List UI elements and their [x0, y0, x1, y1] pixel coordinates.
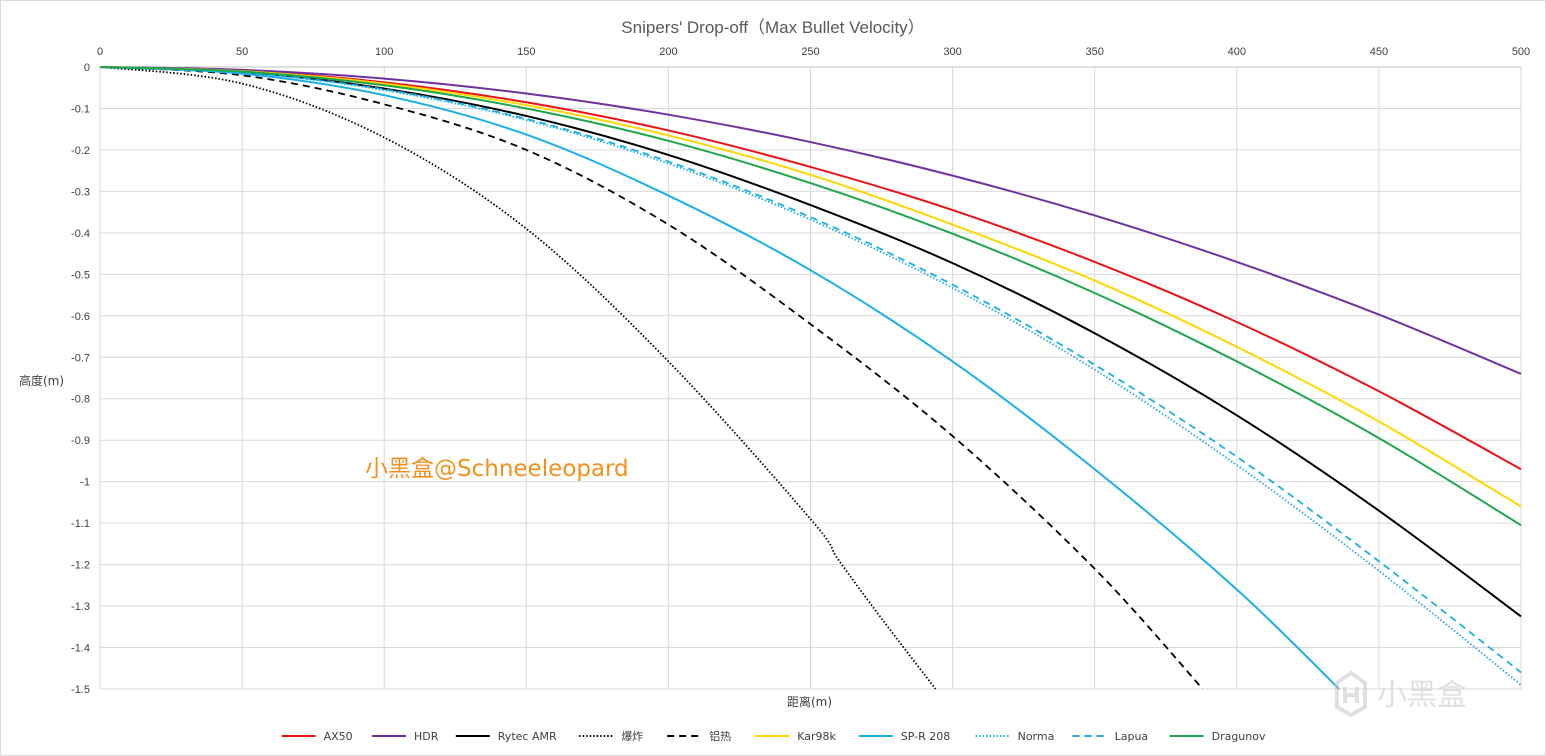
legend-item-2: Rytec AMR [455, 730, 557, 743]
brand-logo-text: 小黑盒 [1377, 678, 1467, 713]
y-tick-label: -0.9 [71, 435, 90, 447]
x-tick-label: 350 [1086, 46, 1104, 58]
brand-logo: 小黑盒 [1335, 670, 1467, 718]
x-tick-label: 450 [1370, 46, 1388, 58]
y-tick-label: -1.3 [71, 601, 90, 613]
x-tick-label: 400 [1228, 46, 1246, 58]
series-line-0 [99, 66, 1522, 471]
legend-item-8: Lapua [1072, 730, 1149, 743]
legend-item-5: Kar98k [755, 730, 836, 743]
x-tick-label: 300 [943, 46, 961, 58]
legend-label: HDR [414, 730, 439, 743]
legend-label: 铝热 [709, 729, 731, 743]
x-tick-label: 50 [236, 46, 248, 58]
heybox-logo-icon [1335, 670, 1367, 718]
y-tick-label: -1.4 [71, 643, 90, 655]
y-tick-label: -1 [80, 477, 90, 489]
y-tick-label: -0.5 [71, 269, 90, 281]
y-tick-label: -0.2 [71, 145, 90, 157]
tick-labels: 0 -0.1 -0.2 -0.3 -0.4 -0.5 -0.6 -0.7 -0.8 -0.9 -1 -… [71, 46, 1530, 696]
legend: AX50 HDR Rytec AMR 爆炸 铝热 Kar98k SP-R 208 Norma L… [281, 729, 1266, 743]
chart-title: Snipers' Drop-off（Max Bullet Velocity） [621, 18, 925, 37]
series-line-6 [99, 66, 1340, 690]
series-line-4 [99, 66, 1204, 690]
series-line-1 [99, 66, 1522, 375]
x-tick-label: 200 [659, 46, 677, 58]
y-axis-title: 高度(m) [19, 374, 65, 388]
legend-item-3: 爆炸 [579, 729, 643, 743]
y-tick-label: -1.5 [71, 684, 90, 696]
x-tick-label: 500 [1512, 46, 1530, 58]
series-line-3 [99, 66, 937, 690]
series-line-8 [99, 66, 1522, 674]
legend-item-6: SP-R 208 [858, 730, 950, 743]
x-tick-label: 150 [517, 46, 535, 58]
series-lines [99, 66, 1522, 690]
legend-label: SP-R 208 [901, 730, 950, 743]
legend-label: Dragunov [1212, 730, 1266, 743]
legend-label: AX50 [324, 730, 353, 743]
series-line-2 [99, 66, 1522, 618]
legend-label: Rytec AMR [498, 730, 557, 743]
watermark: 小黑盒@Schneeleopard [365, 456, 629, 482]
legend-label: Kar98k [797, 730, 836, 743]
series-line-7 [99, 66, 1522, 686]
x-tick-label: 250 [801, 46, 819, 58]
y-tick-label: -0.1 [71, 103, 90, 115]
y-tick-label: -1.2 [71, 560, 90, 572]
y-tick-label: -0.8 [71, 394, 90, 406]
y-tick-label: 0 [84, 62, 90, 74]
grid [99, 66, 1522, 690]
y-tick-label: -0.4 [71, 228, 90, 240]
x-axis-title: 距离(m) [787, 695, 833, 709]
legend-label: 爆炸 [621, 729, 643, 743]
series-line-5 [99, 66, 1522, 508]
legend-item-7: Norma [975, 730, 1055, 743]
legend-label: Lapua [1115, 730, 1149, 743]
series-line-9 [99, 66, 1522, 527]
legend-item-0: AX50 [281, 730, 353, 743]
x-tick-label: 0 [97, 46, 103, 58]
x-tick-label: 100 [375, 46, 393, 58]
y-tick-label: -0.6 [71, 311, 90, 323]
legend-item-1: HDR [372, 730, 439, 743]
y-tick-label: -0.7 [71, 352, 90, 364]
y-tick-label: -0.3 [71, 186, 90, 198]
y-tick-label: -1.1 [71, 518, 90, 530]
legend-label: Norma [1018, 730, 1055, 743]
legend-item-9: Dragunov [1169, 730, 1266, 743]
legend-item-4: 铝热 [667, 729, 731, 743]
